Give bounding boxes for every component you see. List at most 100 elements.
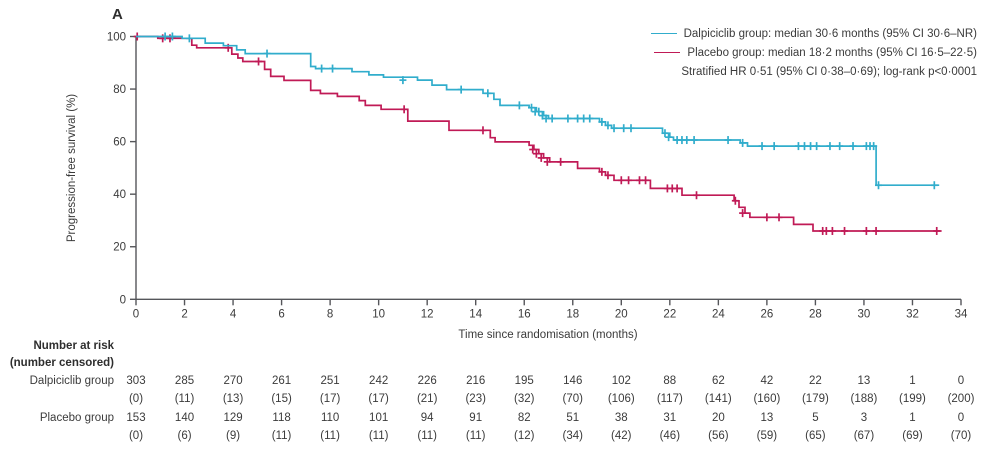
dalpiciclib-group-curve [136,35,940,187]
risk-count: 88 [663,375,677,387]
risk-count: 38 [614,412,628,424]
risk-censored: (188) [850,393,878,405]
y-tick-label: 40 [113,189,126,201]
risk-count: 226 [417,375,437,387]
x-tick-label: 8 [327,308,333,320]
risk-count: 13 [857,375,871,387]
risk-count: 146 [563,375,583,387]
risk-censored: (11) [174,393,195,405]
risk-count: 42 [760,375,774,387]
x-tick-label: 24 [712,308,725,320]
x-tick-label: 2 [181,308,187,320]
risk-count: 102 [611,375,631,387]
risk-count: 195 [514,375,534,387]
legend-text: Placebo group: median 18·2 months (95% C… [687,46,977,59]
legend-text: Stratified HR 0·51 (95% CI 0·38–0·69); l… [681,65,977,78]
risk-censored: (15) [271,393,292,405]
risk-censored: (106) [607,393,635,405]
risk-count: 91 [469,412,483,424]
risk-count: 285 [174,375,195,387]
risk-count: 242 [369,375,389,387]
risk-count: 20 [711,412,725,424]
risk-censored: (65) [805,430,826,442]
risk-censored: (67) [853,430,875,442]
risk-count: 0 [957,412,965,424]
risk-censored: (11) [271,430,292,442]
risk-censored: (21) [416,393,438,405]
risk-count: 51 [566,412,580,424]
risk-count: 270 [223,375,243,387]
y-tick-label: 20 [113,242,126,254]
risk-count: 110 [320,412,340,424]
risk-count: 101 [369,412,389,424]
risk-censored: (46) [659,430,681,442]
risk-count: 118 [272,412,291,424]
risk-censored: (69) [902,430,923,442]
risk-table-header-line1: Number at risk [33,340,114,352]
risk-count: 153 [126,412,146,424]
x-tick-label: 26 [760,308,773,320]
x-tick-label: 18 [566,308,579,320]
risk-count: 31 [663,412,677,424]
risk-censored: (11) [320,430,340,442]
x-tick-label: 16 [518,308,531,320]
x-tick-label: 20 [615,308,628,320]
risk-count: 216 [466,375,486,387]
x-tick-label: 12 [421,308,434,320]
x-tick-label: 30 [858,308,871,320]
risk-count: 251 [320,375,340,387]
y-tick-label: 100 [107,32,126,44]
risk-censored: (56) [708,430,729,442]
risk-censored: (11) [368,430,389,442]
placebo-group-curve [136,35,942,232]
legend-swatch [650,33,677,34]
risk-row-label: Placebo group [39,412,114,424]
risk-censored: (70) [950,430,972,442]
risk-censored: (200) [947,393,975,405]
risk-table-header: Number at risk (number censored) [0,338,114,372]
risk-row-label: Dalpiciclib group [29,375,114,387]
risk-count: 261 [271,375,292,387]
risk-censored: (141) [704,393,732,405]
risk-table-header-line2: (number censored) [9,357,114,369]
risk-count: 13 [760,412,774,424]
risk-count: 82 [517,412,531,424]
risk-count: 5 [812,412,819,424]
x-tick-label: 32 [906,308,919,320]
risk-count: 94 [420,412,434,424]
legend-item-1: Placebo group: median 18·2 months (95% C… [651,43,977,62]
risk-count: 140 [174,412,195,424]
x-tick-label: 4 [230,308,237,320]
risk-count: 3 [860,412,868,424]
y-axis-title: Progression-free survival (%) [66,93,78,243]
risk-censored: (199) [899,393,926,405]
y-tick-label: 60 [113,137,126,149]
x-tick-label: 6 [278,308,284,320]
risk-count: 62 [711,375,725,387]
x-axis-title: Time since randomisation (months) [458,329,638,341]
risk-count: 303 [126,375,146,387]
risk-censored: (9) [226,430,241,442]
x-tick-label: 14 [469,308,482,320]
risk-censored: (11) [417,430,437,442]
risk-censored: (23) [465,393,486,405]
x-tick-label: 0 [133,308,139,320]
legend-item-0: Dalpiciclib group: median 30·6 months (9… [650,24,977,43]
x-tick-label: 28 [809,308,822,320]
risk-censored: (117) [656,393,683,405]
legend: Dalpiciclib group: median 30·6 months (9… [650,24,977,81]
risk-censored: (34) [562,430,583,442]
risk-censored: (0) [128,430,144,442]
legend-item-2: Stratified HR 0·51 (95% CI 0·38–0·69); l… [651,62,977,81]
risk-censored: (32) [514,393,535,405]
risk-censored: (42) [611,430,632,442]
risk-count: 129 [223,412,243,424]
risk-censored: (0) [128,393,144,405]
risk-censored: (11) [465,430,486,442]
risk-count: 0 [957,375,965,387]
risk-censored: (17) [368,393,389,405]
risk-count: 1 [909,412,916,424]
x-tick-label: 34 [955,308,968,320]
